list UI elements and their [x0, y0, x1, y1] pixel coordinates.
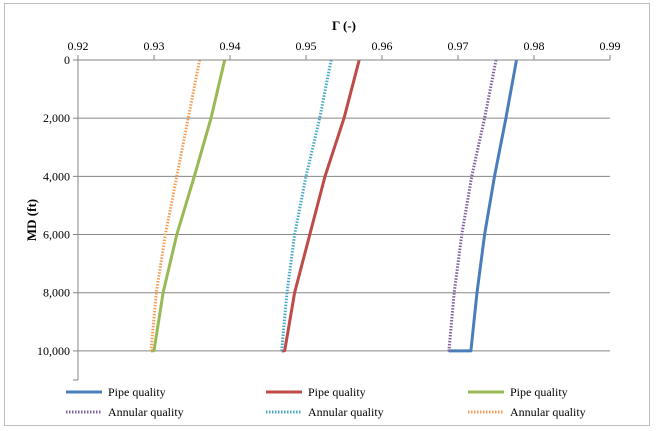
axes [73, 55, 611, 381]
x-tick-label: 0.94 [220, 39, 241, 53]
y-tick-label: 2,000 [43, 111, 70, 125]
x-tick-label: 0.99 [600, 39, 621, 53]
y-tick-label: 4,000 [43, 169, 70, 183]
series-layer [149, 59, 518, 353]
legend: Pipe quality Pipe quality Pipe quality Annu… [66, 385, 586, 419]
y-axis-title: MD (ft) [24, 199, 39, 241]
legend-label: Pipe quality [308, 385, 366, 399]
legend-label: Annular quality [108, 405, 184, 419]
x-tick-label: 0.97 [448, 39, 469, 53]
x-tick-label: 0.96 [372, 39, 393, 53]
y-tick-label: 6,000 [43, 228, 70, 242]
tick-labels: 0.92 0.93 0.94 0.95 0.96 0.97 0.98 0.99 0 2,000 4,… [37, 39, 621, 358]
series-line-6 [149, 59, 202, 353]
legend-label: Annular quality [308, 405, 384, 419]
legend-label: Pipe quality [510, 385, 568, 399]
legend-label: Annular quality [510, 405, 586, 419]
series-line-5 [280, 59, 333, 353]
x-tick-label: 0.92 [68, 39, 89, 53]
chart-frame [4, 3, 650, 426]
grid-lines [78, 117, 610, 352]
series-line-2 [281, 59, 361, 353]
y-tick-label: 8,000 [43, 286, 70, 300]
x-tick-label: 0.95 [296, 39, 317, 53]
series-line-4 [447, 59, 498, 353]
series-line-1 [448, 59, 518, 353]
x-axis-title: Γ (-) [332, 18, 356, 33]
y-tick-label: 10,000 [37, 344, 70, 358]
legend-label: Pipe quality [108, 385, 166, 399]
x-tick-label: 0.93 [144, 39, 165, 53]
x-tick-label: 0.98 [524, 39, 545, 53]
series-line-3 [150, 59, 227, 353]
y-tick-label: 0 [64, 53, 70, 67]
